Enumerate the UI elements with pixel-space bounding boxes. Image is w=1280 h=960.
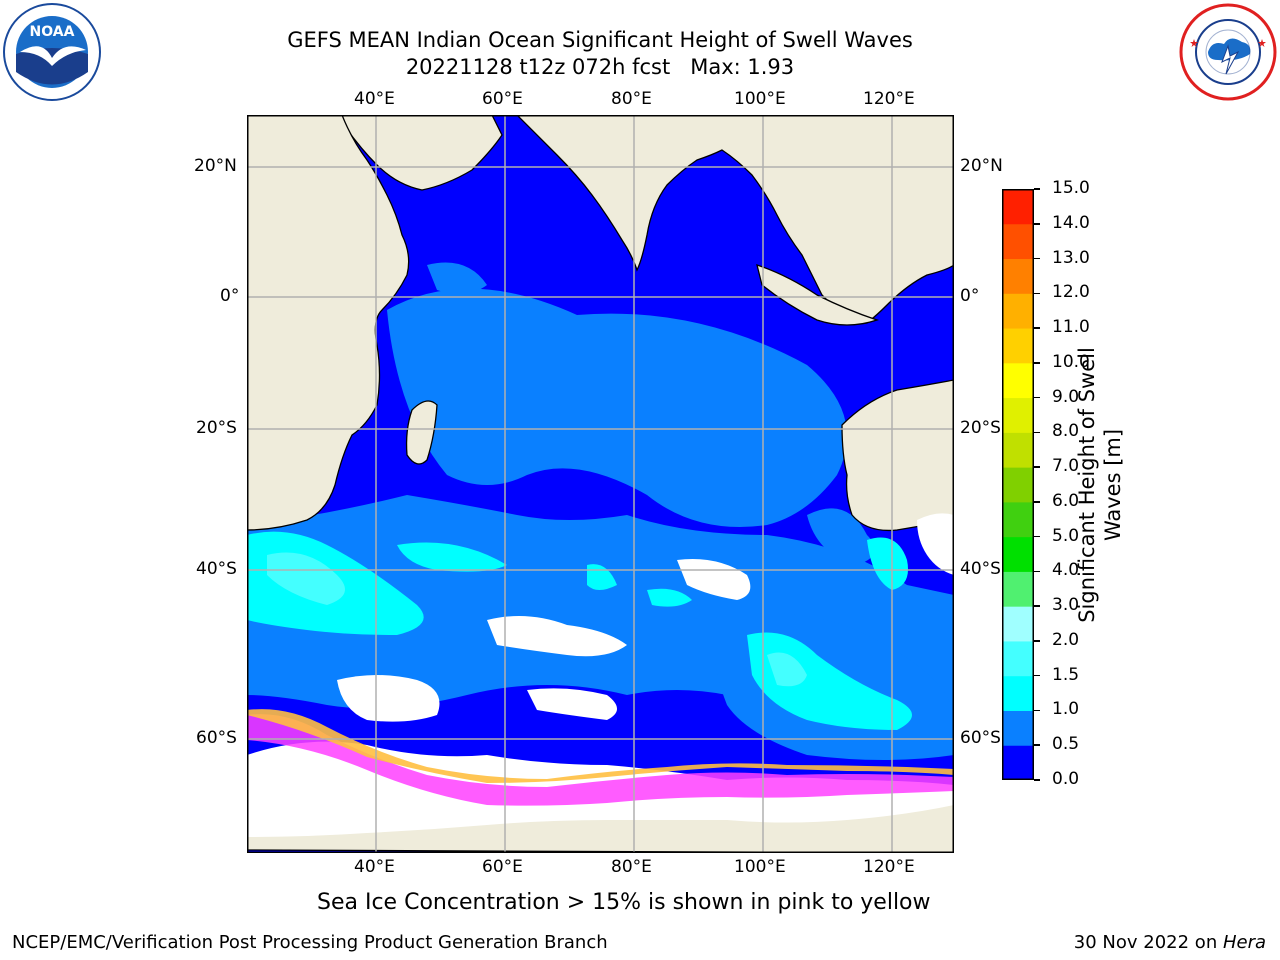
map-title-line1: GEFS MEAN Indian Ocean Significant Heigh… <box>287 28 913 52</box>
lon-tick-top-40e: 40°E <box>354 89 395 109</box>
lat-tick-right-60s: 60°S <box>960 728 1001 748</box>
colorbar-swatch <box>1002 467 1034 503</box>
noaa-logo-text: NOAA <box>30 24 75 40</box>
colorbar-swatch <box>1002 571 1034 607</box>
colorbar-tick-label: 9.0 <box>1052 386 1080 407</box>
colorbar-tick-label: 13.0 <box>1052 247 1090 268</box>
colorbar-tick-mark <box>1034 570 1040 573</box>
colorbar-tick-mark <box>1034 396 1040 399</box>
colorbar-tick-mark <box>1034 640 1040 642</box>
colorbar-tick-mark <box>1034 744 1040 746</box>
colorbar-tick-label: 0.5 <box>1052 734 1080 755</box>
colorbar-swatch <box>1002 536 1034 572</box>
lat-tick-left-60s: 60°S <box>196 728 237 748</box>
lon-tick-bottom-40e: 40°E <box>354 857 395 877</box>
colorbar-tick-mark <box>1034 431 1040 434</box>
colorbar-swatch <box>1002 397 1034 433</box>
colorbar-tick-label: 8.0 <box>1052 421 1080 442</box>
colorbar-tick-label: 14.0 <box>1052 212 1090 233</box>
footer-right-host: Hera <box>1222 932 1266 953</box>
colorbar-label-line2: Waves [m] <box>1101 428 1125 542</box>
footer-left: NCEP/EMC/Verification Post Processing Pr… <box>12 932 608 953</box>
lon-tick-bottom-100e: 100°E <box>734 857 786 877</box>
lon-tick-bottom-60e: 60°E <box>482 857 523 877</box>
lat-tick-left-20n: 20°N <box>194 156 237 176</box>
colorbar-tick-label: 0.0 <box>1052 769 1080 789</box>
colorbar-swatch <box>1002 223 1034 260</box>
swell-height-map <box>246 114 955 854</box>
colorbar-tick-mark <box>1034 223 1040 225</box>
colorbar-swatch <box>1002 640 1034 677</box>
colorbar-tick-mark <box>1034 362 1040 364</box>
colorbar-swatch <box>1002 501 1034 538</box>
colorbar-tick-mark <box>1034 674 1040 677</box>
colorbar-tick-label: 1.5 <box>1052 664 1080 685</box>
colorbar-tick-mark <box>1034 292 1040 295</box>
map-frame <box>247 115 954 853</box>
sea-ice-caption: Sea Ice Concentration > 15% is shown in … <box>317 890 931 915</box>
lon-tick-top-60e: 60°E <box>482 89 523 109</box>
colorbar-tick-label: 12.0 <box>1052 282 1090 303</box>
nws-logo-icon <box>1178 2 1278 102</box>
colorbar-tick-mark <box>1034 466 1040 468</box>
colorbar-tick-mark <box>1034 779 1040 781</box>
colorbar-tick-mark <box>1034 188 1040 190</box>
footer-right-date: 30 Nov 2022 on <box>1073 932 1223 953</box>
colorbar-tick-label: 11.0 <box>1052 317 1090 338</box>
colorbar-swatch <box>1002 362 1034 399</box>
colorbar-swatch <box>1002 293 1034 329</box>
colorbar-swatch <box>1002 675 1034 711</box>
lat-tick-left-20s: 20°S <box>196 418 237 438</box>
colorbar <box>1002 189 1034 781</box>
footer-right: 30 Nov 2022 on Hera <box>1074 932 1266 953</box>
lon-tick-bottom-120e: 120°E <box>863 857 915 877</box>
colorbar-swatch <box>1002 606 1034 642</box>
colorbar-tick-mark <box>1034 709 1040 712</box>
colorbar-label-line1: Significant Height of Swell <box>1075 347 1099 623</box>
colorbar-tick-mark <box>1034 535 1040 538</box>
colorbar-swatch <box>1002 258 1034 294</box>
lat-tick-right-20n: 20°N <box>960 156 1003 176</box>
colorbar-swatch <box>1002 328 1034 364</box>
colorbar-tick-mark <box>1034 257 1040 260</box>
colorbar-tick-mark <box>1034 501 1040 503</box>
colorbar-tick-label: 4.0 <box>1052 560 1080 581</box>
colorbar-tick-mark <box>1034 605 1040 607</box>
colorbar-swatch <box>1002 432 1034 468</box>
colorbar-tick-label: 2.0 <box>1052 629 1080 650</box>
colorbar-tick-label: 6.0 <box>1052 490 1080 511</box>
noaa-logo-icon: NOAA <box>2 2 102 102</box>
lon-tick-top-120e: 120°E <box>863 89 915 109</box>
colorbar-swatch <box>1002 710 1034 746</box>
colorbar-swatches <box>1002 189 1034 781</box>
lon-tick-top-100e: 100°E <box>734 89 786 109</box>
lat-tick-left-0: 0° <box>220 286 240 306</box>
colorbar-swatch <box>1002 189 1034 225</box>
colorbar-frame <box>1002 189 1034 780</box>
map-title-line2: 20221128 t12z 072h fcst Max: 1.93 <box>405 55 795 79</box>
lat-tick-left-40s: 40°S <box>196 559 237 579</box>
colorbar-tick-label: 15.0 <box>1052 178 1090 198</box>
gridlines <box>247 115 954 853</box>
colorbar-tick-label: 7.0 <box>1052 456 1080 477</box>
swell-band-1-5-2-0 <box>267 552 807 687</box>
colorbar-tick-label: 5.0 <box>1052 525 1080 546</box>
colorbar-tick-label: 10.0 <box>1052 351 1090 372</box>
lat-tick-right-0: 0° <box>960 286 980 306</box>
lat-tick-right-40s: 40°S <box>960 559 1001 579</box>
lon-tick-top-80e: 80°E <box>611 89 652 109</box>
colorbar-swatch <box>1002 745 1034 781</box>
lon-tick-bottom-80e: 80°E <box>611 857 652 877</box>
colorbar-tick-label: 1.0 <box>1052 699 1080 720</box>
colorbar-tick-label: 3.0 <box>1052 595 1080 616</box>
colorbar-tick-mark <box>1034 327 1040 329</box>
lat-tick-right-20s: 20°S <box>960 418 1001 438</box>
map-panel <box>246 114 955 854</box>
sea-ice-edge <box>247 709 954 806</box>
